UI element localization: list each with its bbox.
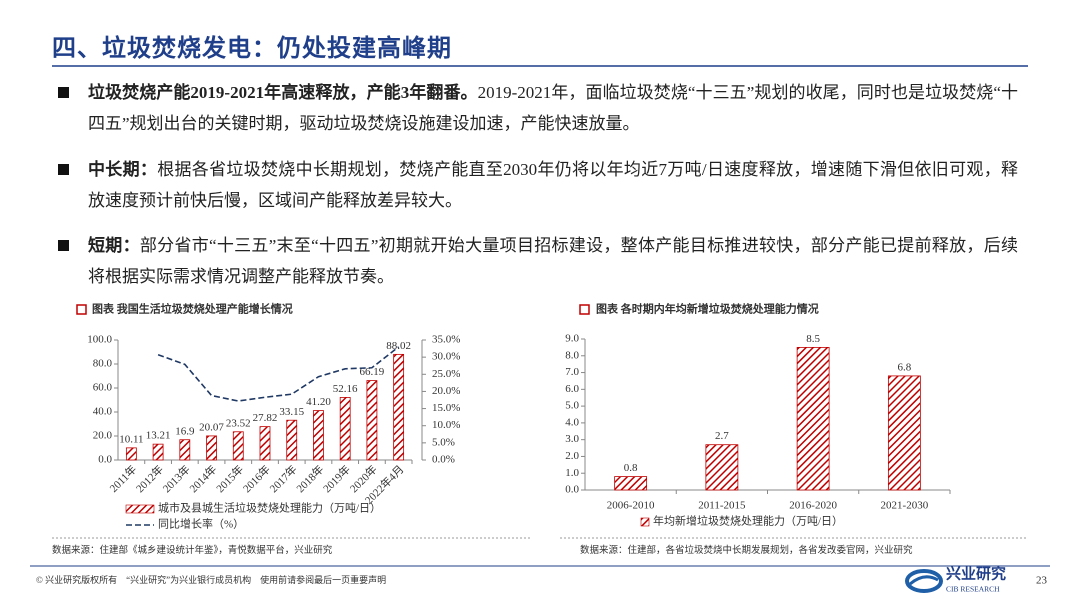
bar: [286, 419, 298, 461]
bar: [152, 443, 164, 461]
bullet-text: 2019-2021年，面临垃圾焚烧“十三五”规划的收尾，同时也是垃圾焚烧“十四五…: [88, 83, 1018, 133]
x-tick-label: 2018年: [293, 462, 326, 495]
chart-title: 图表 各时期内年均新增垃圾焚烧处理能力情况: [596, 302, 819, 316]
data-label: 0.8: [624, 462, 638, 474]
x-tick-label: 2011-2015: [698, 500, 746, 512]
y2-tick-label: 20.0%: [432, 385, 460, 397]
y-tick-label: 80.0: [93, 358, 113, 370]
bar: [259, 426, 271, 461]
x-tick-label: 2016年: [240, 462, 273, 495]
bar: [705, 444, 739, 491]
source: 数据来源：住建部《城乡建设统计年鉴》，青悦数据平台，兴业研究: [52, 544, 333, 556]
y-tick-label: 1.0: [565, 467, 579, 479]
bar: [393, 353, 405, 461]
data-label: 20.07: [199, 421, 224, 433]
bullet: 垃圾焚烧产能2019-2021年高速释放，产能3年翻番。2019-2021年，面…: [58, 77, 1018, 139]
bullet: 中长期：根据各省垃圾焚烧中长期规划，焚烧产能直至2030年仍将以年均近7万吨/日…: [58, 154, 1018, 216]
logo-mark: [909, 575, 939, 586]
y-tick-label: 2.0: [565, 450, 579, 462]
data-label: 33.15: [279, 406, 304, 418]
legend-swatch: [125, 504, 155, 514]
bar: [796, 346, 830, 491]
x-tick-label: 2019年: [320, 462, 353, 495]
y-tick-label: 60.0: [93, 382, 113, 394]
y-tick-label: 4.0: [565, 416, 579, 428]
y-tick-label: 40.0: [93, 406, 113, 418]
logo-text: 兴业研究: [946, 564, 1006, 582]
x-tick-label: 2011年: [106, 462, 139, 495]
chart-icon: [76, 304, 87, 315]
bar: [313, 410, 324, 461]
bullet-text: 根据各省垃圾焚烧中长期规划，焚烧产能直至2030年仍将以年均近7万吨/日速度释放…: [88, 160, 1018, 210]
bar: [179, 439, 191, 461]
y-tick-label: 5.0: [565, 400, 579, 412]
logo-text: CIB RESEARCH: [946, 585, 1000, 594]
data-label: 88.02: [386, 340, 411, 352]
y-tick-label: 7.0: [565, 366, 579, 378]
data-label: 23.52: [226, 417, 251, 429]
y2-tick-label: 25.0%: [432, 368, 460, 380]
chart-icon: [579, 304, 590, 315]
bar: [887, 375, 921, 491]
y2-tick-label: 5.0%: [432, 436, 455, 448]
legend-label: 年均新增垃圾焚烧处理能力（万吨/日）: [653, 514, 843, 528]
slide-title: 四、垃圾焚烧发电：仍处投建高峰期: [52, 36, 452, 62]
chart-title: 图表 我国生活垃圾焚烧处理产能增长情况: [92, 302, 293, 316]
page-number: 23: [1036, 575, 1048, 587]
y2-tick-label: 15.0%: [432, 402, 460, 414]
y-tick-label: 20.0: [93, 430, 113, 442]
bullet-bold: 垃圾焚烧产能2019-2021年高速释放，产能3年翻番。: [88, 83, 478, 102]
y2-tick-label: 30.0%: [432, 351, 460, 363]
y-tick-label: 9.0: [565, 333, 579, 345]
bar: [206, 435, 217, 461]
bullet-bold: 短期：: [88, 236, 140, 255]
bar: [614, 476, 648, 491]
data-label: 27.82: [253, 412, 278, 424]
data-label: 41.20: [306, 396, 331, 408]
y-tick-label: 0.0: [565, 484, 579, 496]
data-label: 16.9: [175, 425, 195, 437]
bar: [339, 397, 351, 461]
source: 数据来源：住建部，各省垃圾焚烧中长期发展规划，各省发改委官网，兴业研究: [580, 544, 913, 556]
bar: [125, 447, 137, 461]
bar: [232, 431, 244, 461]
data-label: 8.5: [806, 333, 820, 345]
y-tick-label: 100.0: [87, 334, 112, 346]
legend-label: 同比增长率（%）: [158, 517, 244, 531]
x-tick-label: 2016-2020: [789, 500, 837, 512]
footer-text: © 兴业研究版权所有 “兴业研究”为兴业银行成员机构 使用前请参阅最后一页重要声…: [36, 574, 386, 585]
bullet-text: 部分省市“十三五”末至“十四五”初期就开始大量项目招标建设，整体产能目标推进较快…: [88, 236, 1019, 286]
logo-mark: [905, 569, 943, 593]
bullet: 短期：部分省市“十三五”末至“十四五”初期就开始大量项目招标建设，整体产能目标推…: [58, 230, 1018, 292]
line: [157, 346, 400, 402]
data-label: 13.21: [146, 430, 171, 442]
data-label: 6.8: [898, 361, 912, 373]
bar: [366, 380, 378, 461]
legend-swatch: [640, 517, 650, 527]
data-label: 2.7: [715, 430, 729, 442]
y-tick-label: 3.0: [565, 433, 579, 445]
y-tick-label: 8.0: [565, 349, 579, 361]
x-tick-label: 2006-2010: [607, 500, 655, 512]
data-label: 10.11: [119, 433, 143, 445]
y2-tick-label: 35.0%: [432, 334, 460, 346]
x-tick-label: 2015年: [213, 462, 246, 495]
y-tick-label: 6.0: [565, 383, 579, 395]
y2-tick-label: 10.0%: [432, 419, 460, 431]
x-tick-label: 2017年: [266, 462, 299, 495]
bullet-bold: 中长期：: [88, 160, 158, 179]
y-tick-label: 0.0: [98, 454, 112, 466]
data-label: 52.16: [333, 383, 358, 395]
x-tick-label: 2013年: [159, 462, 192, 495]
x-tick-label: 2012年: [133, 462, 166, 495]
x-tick-label: 2021-2030: [881, 500, 929, 512]
y2-tick-label: 0.0%: [432, 454, 455, 466]
legend-label: 城市及县城生活垃圾焚烧处理能力（万吨/日）: [158, 501, 381, 515]
data-label: 66.19: [360, 366, 385, 378]
x-tick-label: 2014年: [186, 462, 219, 495]
